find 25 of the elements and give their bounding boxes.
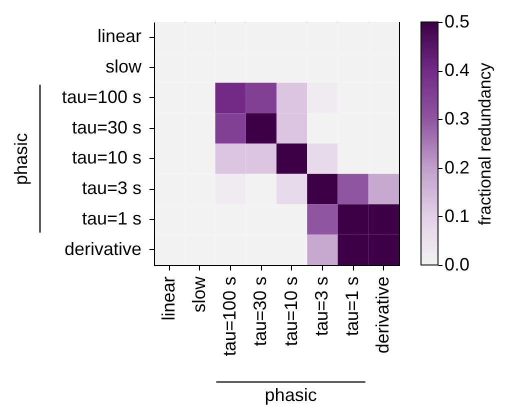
y-tick-label: tau=1 s: [82, 208, 142, 228]
color-bar-label: 0.1: [444, 206, 470, 226]
y-tick-label: slow: [105, 56, 142, 77]
x-tick-label: tau=10 s: [280, 276, 301, 346]
x-tick-label: linear: [158, 276, 178, 321]
x-tick-label: tau=1 s: [342, 276, 362, 336]
color-bar-label: 0.4: [444, 60, 470, 80]
color-bar-label: 0.2: [444, 157, 470, 178]
text: phasic: [264, 385, 317, 405]
y-tick-label: derivative: [64, 238, 142, 259]
y-tick-label: tau=100 s: [62, 86, 142, 107]
color-bar-label: 0.3: [444, 108, 470, 129]
color-bar-label: 0.0: [444, 254, 470, 274]
color-bar-label: 0.5: [444, 12, 470, 32]
x-tick-label: tau=100 s: [220, 276, 240, 356]
text: phasic: [11, 132, 31, 185]
y-tick-label: tau=3 s: [82, 178, 142, 198]
y-tick-label: tau=10 s: [72, 148, 142, 168]
x-tick-label: slow: [188, 276, 209, 313]
color-bar-title: fractional redundancy: [476, 62, 495, 226]
x-tick-label: derivative: [372, 276, 393, 354]
x-tick-label: tau=3 s: [311, 276, 332, 336]
y-tick-label: tau=30 s: [72, 117, 142, 138]
x-tick-label: tau=30 s: [250, 276, 270, 346]
y-tick-label: linear: [97, 26, 142, 46]
